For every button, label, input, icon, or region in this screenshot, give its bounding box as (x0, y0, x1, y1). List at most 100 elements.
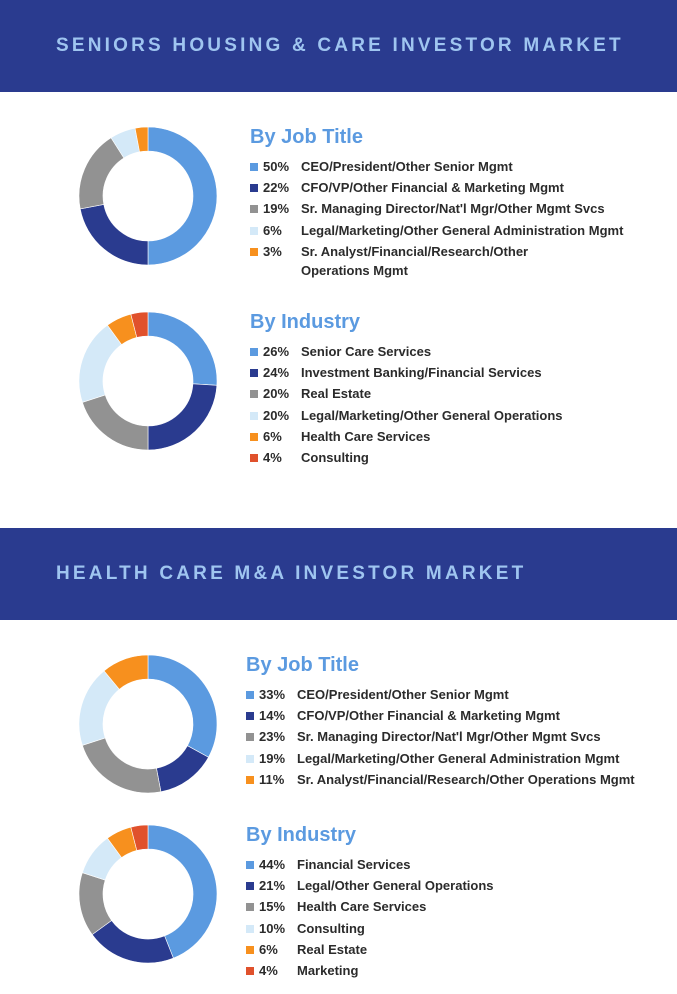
legend-percent: 22% (263, 180, 290, 196)
donut-svg (78, 824, 218, 964)
legend-percent: 21% (259, 878, 286, 894)
chart-title: By Job Title (250, 126, 363, 148)
donut-slice (134, 126, 149, 153)
chart-title: By Industry (250, 311, 361, 333)
legend-label: Real Estate (301, 386, 372, 402)
legend-swatch (246, 945, 254, 954)
legend-label: Sr. Managing Director/Nat'l Mgr/Other Mg… (297, 729, 601, 745)
legend-label: Sr. Analyst/Financial/Research/Other Ope… (297, 771, 635, 787)
legend-percent: 26% (263, 344, 290, 359)
legend-swatch (246, 924, 254, 933)
legend-percent: 6% (263, 428, 282, 444)
donut-slice (147, 311, 218, 386)
legend-label: CFO/VP/Other Financial & Marketing Mgmt (301, 180, 564, 196)
legend-percent: 15% (259, 899, 286, 915)
legend-label: Consulting (301, 449, 369, 465)
donut-chart (78, 654, 218, 794)
legend-percent: 4% (259, 962, 278, 978)
donut-chart (78, 126, 218, 266)
chart-title: By Job Title (246, 654, 359, 676)
chart-title: By Industry (246, 824, 357, 846)
legend-label: Senior Care Services (301, 344, 432, 359)
legend-label: Sr. Managing Director/Nat'l Mgr/Other Mg… (301, 201, 605, 217)
donut-chart (78, 311, 218, 451)
donut-svg (78, 126, 218, 266)
section-banner-health-care: HEALTH CARE M&A INVESTOR MARKET (0, 528, 677, 620)
legend-percent: 23% (259, 729, 286, 745)
donut-slice (91, 920, 174, 964)
legend-swatch (250, 163, 258, 171)
legend-label: CFO/VP/Other Financial & Marketing Mgmt (297, 708, 560, 724)
legend-swatch (250, 226, 258, 235)
chart-block-seniors-job-title: By Job Title 50% CEO/President/Other Seni… (0, 126, 677, 296)
legend-percent: 3% (263, 243, 282, 259)
section-banner-seniors: SENIORS HOUSING & CARE INVESTOR MARKET (0, 0, 677, 92)
legend-percent: 4% (263, 449, 282, 465)
donut-slice (79, 204, 149, 266)
donut-svg (78, 654, 218, 794)
legend-percent: 33% (259, 687, 286, 702)
legend-label: CEO/President/Other Senior Mgmt (301, 159, 513, 174)
legend-swatch (246, 712, 254, 721)
legend-label: Consulting (297, 920, 365, 936)
legend-swatch (250, 390, 258, 399)
legend-swatch (250, 348, 258, 356)
donut-svg (78, 311, 218, 451)
donut-chart (78, 824, 218, 964)
legend-label: Legal/Marketing/Other General Administra… (297, 750, 620, 766)
legend-label: CEO/President/Other Senior Mgmt (297, 687, 509, 702)
chart-block-health-job-title: By Job Title 33% CEO/President/Other Seni… (0, 654, 677, 824)
legend-swatch (250, 432, 258, 441)
donut-slice (78, 137, 125, 210)
legend-percent: 50% (263, 159, 290, 174)
donut-slice (147, 126, 218, 266)
legend-percent: 19% (263, 201, 290, 217)
legend-label: Health Care Services (297, 899, 427, 915)
legend-swatch (246, 754, 254, 763)
legend-swatch (250, 453, 258, 462)
legend-label: Legal/Other General Operations (297, 878, 494, 894)
legend-percent: 20% (263, 386, 290, 402)
donut-slice (81, 737, 162, 794)
legend-percent: 10% (259, 920, 286, 936)
legend-percent: 44% (259, 857, 286, 872)
legend-swatch (246, 903, 254, 912)
chart-block-seniors-industry: By Industry 26% Senior Care Services 24% In… (0, 311, 677, 481)
legend-swatch (250, 369, 258, 378)
legend-percent: 6% (259, 941, 278, 957)
legend-swatch (250, 411, 258, 420)
section-title: HEALTH CARE M&A INVESTOR MARKET (56, 563, 527, 584)
donut-slice (147, 383, 218, 451)
legend-swatch (250, 247, 258, 256)
legend-swatch (246, 775, 254, 784)
legend-swatch (246, 882, 254, 891)
legend-label: Legal/Marketing/Other General Administra… (301, 222, 624, 238)
legend-percent: 24% (263, 365, 290, 381)
donut-slice (130, 311, 149, 338)
legend-swatch (246, 691, 254, 699)
donut-slice (103, 654, 149, 690)
donut-slice (81, 394, 149, 451)
legend-percent: 11% (259, 771, 285, 787)
legend-label: Legal/Marketing/Other General Operations (301, 407, 563, 423)
legend-label: Investment Banking/Financial Services (301, 365, 542, 381)
legend-percent: 20% (263, 407, 290, 423)
legend-swatch (246, 861, 254, 869)
section-title: SENIORS HOUSING & CARE INVESTOR MARKET (56, 35, 624, 56)
legend-swatch (246, 733, 254, 742)
chart-block-health-industry: By Industry 44% Financial Services 21% Lega… (0, 824, 677, 994)
legend-swatch (246, 966, 254, 975)
legend-label: Financial Services (297, 857, 411, 872)
legend-label: Sr. Analyst/Financial/Research/Other Ope… (301, 243, 529, 278)
donut-slice (78, 324, 122, 403)
legend-percent: 14% (259, 708, 286, 724)
legend-label: Real Estate (297, 941, 368, 957)
legend-percent: 6% (263, 222, 282, 238)
donut-slice (147, 824, 218, 959)
legend-label: Health Care Services (301, 428, 431, 444)
donut-slice (147, 654, 218, 758)
legend-swatch (250, 205, 258, 214)
legend-swatch (250, 184, 258, 193)
donut-slice (130, 824, 149, 851)
legend-percent: 19% (259, 750, 286, 766)
